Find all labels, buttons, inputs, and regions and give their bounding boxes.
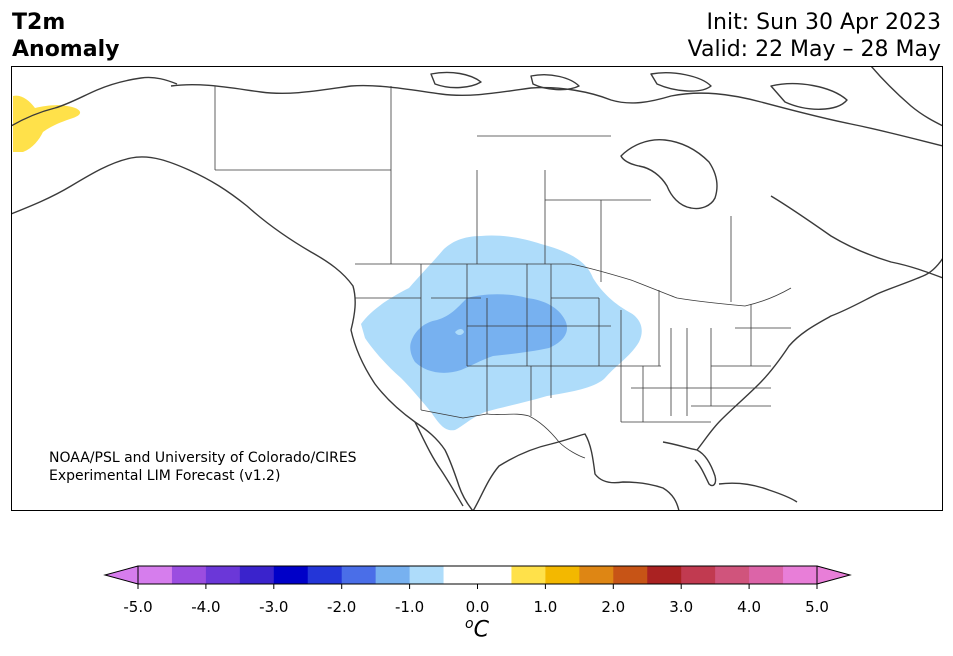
colorbar-cell <box>307 566 343 584</box>
colorbar-cell <box>511 566 546 584</box>
florida <box>662 441 717 487</box>
field-label: Anomaly <box>12 37 120 62</box>
colorbar-unit: oC <box>465 616 489 642</box>
colorbar <box>103 565 852 589</box>
colorbar-cell <box>477 566 512 584</box>
colorbar-cell <box>545 566 580 584</box>
colorbar-tick-label: 5.0 <box>805 598 829 616</box>
colorbar-over-arrow <box>817 566 850 584</box>
colorbar-cell <box>375 566 411 584</box>
canada-provinces <box>215 86 732 302</box>
credit-line-1: NOAA/PSL and University of Colorado/CIRE… <box>49 450 357 466</box>
credit-text: NOAA/PSL and University of Colorado/CIRE… <box>49 449 357 485</box>
unit-degree: o <box>465 616 474 632</box>
variable-label: T2m <box>12 10 66 35</box>
us-mexico-border <box>420 409 586 459</box>
greenland-edge <box>870 66 943 127</box>
map-title: T2m Anomaly <box>12 9 119 63</box>
anomaly-map <box>11 66 943 511</box>
baja-peninsula <box>414 421 464 507</box>
colorbar-tick-label: -2.0 <box>327 598 357 616</box>
cool-anomaly-inner <box>410 294 568 373</box>
map-frame <box>11 66 943 511</box>
forecast-dates: Init: Sun 30 Apr 2023 Valid: 22 May – 28… <box>688 9 941 63</box>
colorbar-cell <box>613 566 648 584</box>
colorbar-under-arrow <box>105 566 138 584</box>
colorbar-tick-label: -4.0 <box>191 598 221 616</box>
colorbar-tick-label: -3.0 <box>259 598 289 616</box>
colorbar-tick-label: -1.0 <box>394 598 425 616</box>
us-states <box>355 264 791 423</box>
hudson-bay <box>620 139 718 210</box>
colorbar-cell <box>715 566 750 584</box>
colorbar-cell <box>409 566 445 584</box>
colorbar-cell <box>205 566 241 584</box>
unit-letter: C <box>473 617 489 643</box>
colorbar-tick-label: 3.0 <box>669 598 694 616</box>
cuba <box>718 482 798 503</box>
colorbar-cell <box>171 566 207 584</box>
colorbar-tick-label: 0.0 <box>465 598 490 616</box>
init-date: Init: Sun 30 Apr 2023 <box>706 10 941 35</box>
arctic-islands <box>430 71 848 110</box>
colorbar-cell <box>749 566 784 584</box>
credit-line-2: Experimental LIM Forecast (v1.2) <box>49 468 281 484</box>
colorbar-cell <box>341 566 377 584</box>
us-canada-border <box>355 263 792 307</box>
alaska-coast <box>11 76 178 127</box>
colorbar-tick-label: 2.0 <box>601 598 626 616</box>
valid-date: Valid: 22 May – 28 May <box>687 37 941 62</box>
colorbar-cell <box>138 566 173 584</box>
atlantic-coast <box>696 257 943 451</box>
colorbar-cell <box>273 566 309 584</box>
colorbar-tick-label: -5.0 <box>123 598 153 616</box>
political-borders <box>214 86 792 459</box>
colorbar-cell <box>579 566 614 584</box>
gulf-of-mexico-coast <box>472 433 680 511</box>
colorbar-cell <box>681 566 716 584</box>
warm-anomaly-alaska <box>13 95 81 152</box>
labrador-coast <box>770 195 943 279</box>
colorbar-cell <box>647 566 682 584</box>
cool-anomaly-hole <box>455 329 464 335</box>
colorbar-tick-label: 4.0 <box>737 598 762 616</box>
colorbar-cell <box>443 566 478 584</box>
colorbar-cell <box>239 566 275 584</box>
colorbar-cell <box>783 566 818 584</box>
coastlines <box>11 66 943 511</box>
pacific-coast <box>11 156 474 511</box>
colorbar-tick-label: 1.0 <box>533 598 558 616</box>
